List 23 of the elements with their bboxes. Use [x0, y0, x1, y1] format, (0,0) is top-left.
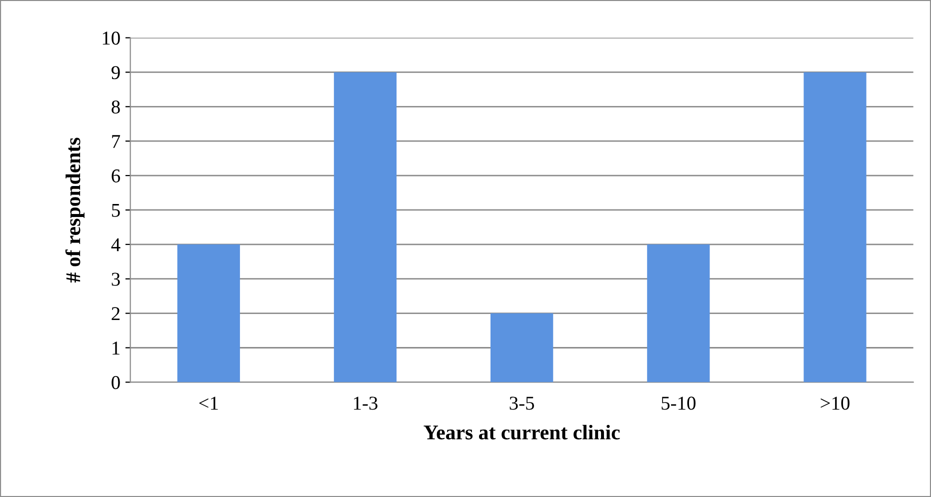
bar — [334, 72, 397, 382]
y-tick-label: 6 — [112, 169, 120, 182]
x-tick-label: 3-5 — [510, 396, 534, 410]
y-tick-label: 7 — [112, 135, 120, 148]
x-tick-label: 5-10 — [662, 396, 696, 410]
y-tick-label: 3 — [112, 272, 120, 286]
bar — [804, 72, 866, 382]
y-tick-label: 10 — [102, 32, 120, 45]
y-tick-label: 4 — [111, 238, 120, 252]
y-axis-title: # of respondents — [65, 138, 85, 282]
bar — [647, 244, 710, 382]
bar — [490, 313, 554, 382]
x-tick-label: >10 — [820, 396, 850, 410]
y-tick-label: 8 — [112, 100, 120, 114]
y-tick-label: 9 — [112, 66, 120, 80]
x-tick-label: 1-3 — [354, 396, 378, 410]
bar — [177, 244, 240, 382]
y-tick-label: 2 — [112, 307, 120, 320]
y-tick-label: 1 — [112, 342, 120, 354]
y-tick-label: 5 — [112, 204, 120, 217]
x-tick-label: <1 — [199, 396, 218, 410]
y-tick-label: 0 — [112, 376, 120, 390]
x-axis-title: Years at current clinic — [424, 424, 620, 440]
